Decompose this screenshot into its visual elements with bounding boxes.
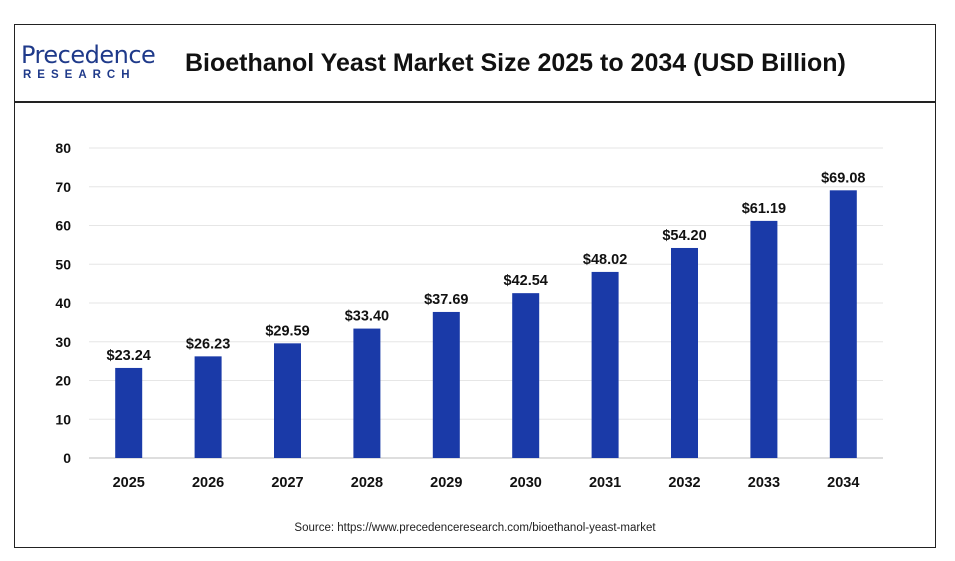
y-tick-label: 50	[55, 256, 71, 272]
data-label: $23.24	[107, 348, 151, 364]
bar	[274, 343, 301, 458]
bar	[671, 247, 698, 458]
data-label: $29.59	[265, 323, 309, 339]
y-tick-label: 0	[63, 450, 71, 466]
x-tick-label: 2033	[748, 475, 780, 491]
bar	[512, 293, 540, 458]
x-tick-label: 2028	[351, 475, 383, 491]
bar-chart: 01020304050607080$23.242025$26.232026$29…	[55, 140, 883, 491]
bar	[432, 311, 460, 458]
chart-title: Bioethanol Yeast Market Size 2025 to 203…	[185, 49, 846, 77]
y-tick-label: 60	[55, 218, 71, 234]
x-tick-label: 2030	[510, 475, 542, 491]
data-label: $26.23	[186, 336, 230, 352]
bar	[750, 220, 778, 458]
y-tick-label: 20	[55, 373, 71, 389]
y-tick-label: 80	[55, 140, 71, 156]
data-label: $54.20	[662, 228, 706, 244]
y-tick-label: 30	[55, 334, 71, 350]
y-tick-label: 70	[55, 179, 71, 195]
logo-wordmark: Precedence	[21, 41, 156, 69]
bar	[353, 328, 381, 458]
x-tick-label: 2027	[271, 475, 303, 491]
y-tick-label: 10	[55, 411, 71, 427]
data-label: $61.19	[742, 201, 786, 217]
logo-subtitle: RESEARCH	[23, 69, 136, 81]
y-tick-label: 40	[55, 295, 71, 311]
header: Precedence RESEARCH Bioethanol Yeast Mar…	[15, 25, 935, 103]
data-label: $48.02	[583, 252, 627, 268]
data-label: $69.08	[821, 170, 865, 186]
x-tick-label: 2026	[192, 475, 224, 491]
x-tick-label: 2031	[589, 475, 621, 491]
chart-frame: Precedence RESEARCH Bioethanol Yeast Mar…	[14, 24, 936, 548]
logo: Precedence RESEARCH	[21, 42, 161, 86]
x-tick-label: 2034	[827, 475, 859, 491]
bar	[115, 367, 143, 458]
data-label: $33.40	[345, 309, 389, 325]
data-label: $37.69	[424, 292, 468, 308]
bar	[591, 271, 619, 458]
bar	[829, 190, 857, 458]
data-label: $42.54	[504, 273, 548, 289]
x-tick-label: 2032	[668, 475, 700, 491]
source-note: Source: https://www.precedenceresearch.c…	[294, 522, 656, 534]
bar	[194, 356, 222, 458]
x-tick-label: 2025	[113, 475, 145, 491]
x-tick-label: 2029	[430, 475, 462, 491]
